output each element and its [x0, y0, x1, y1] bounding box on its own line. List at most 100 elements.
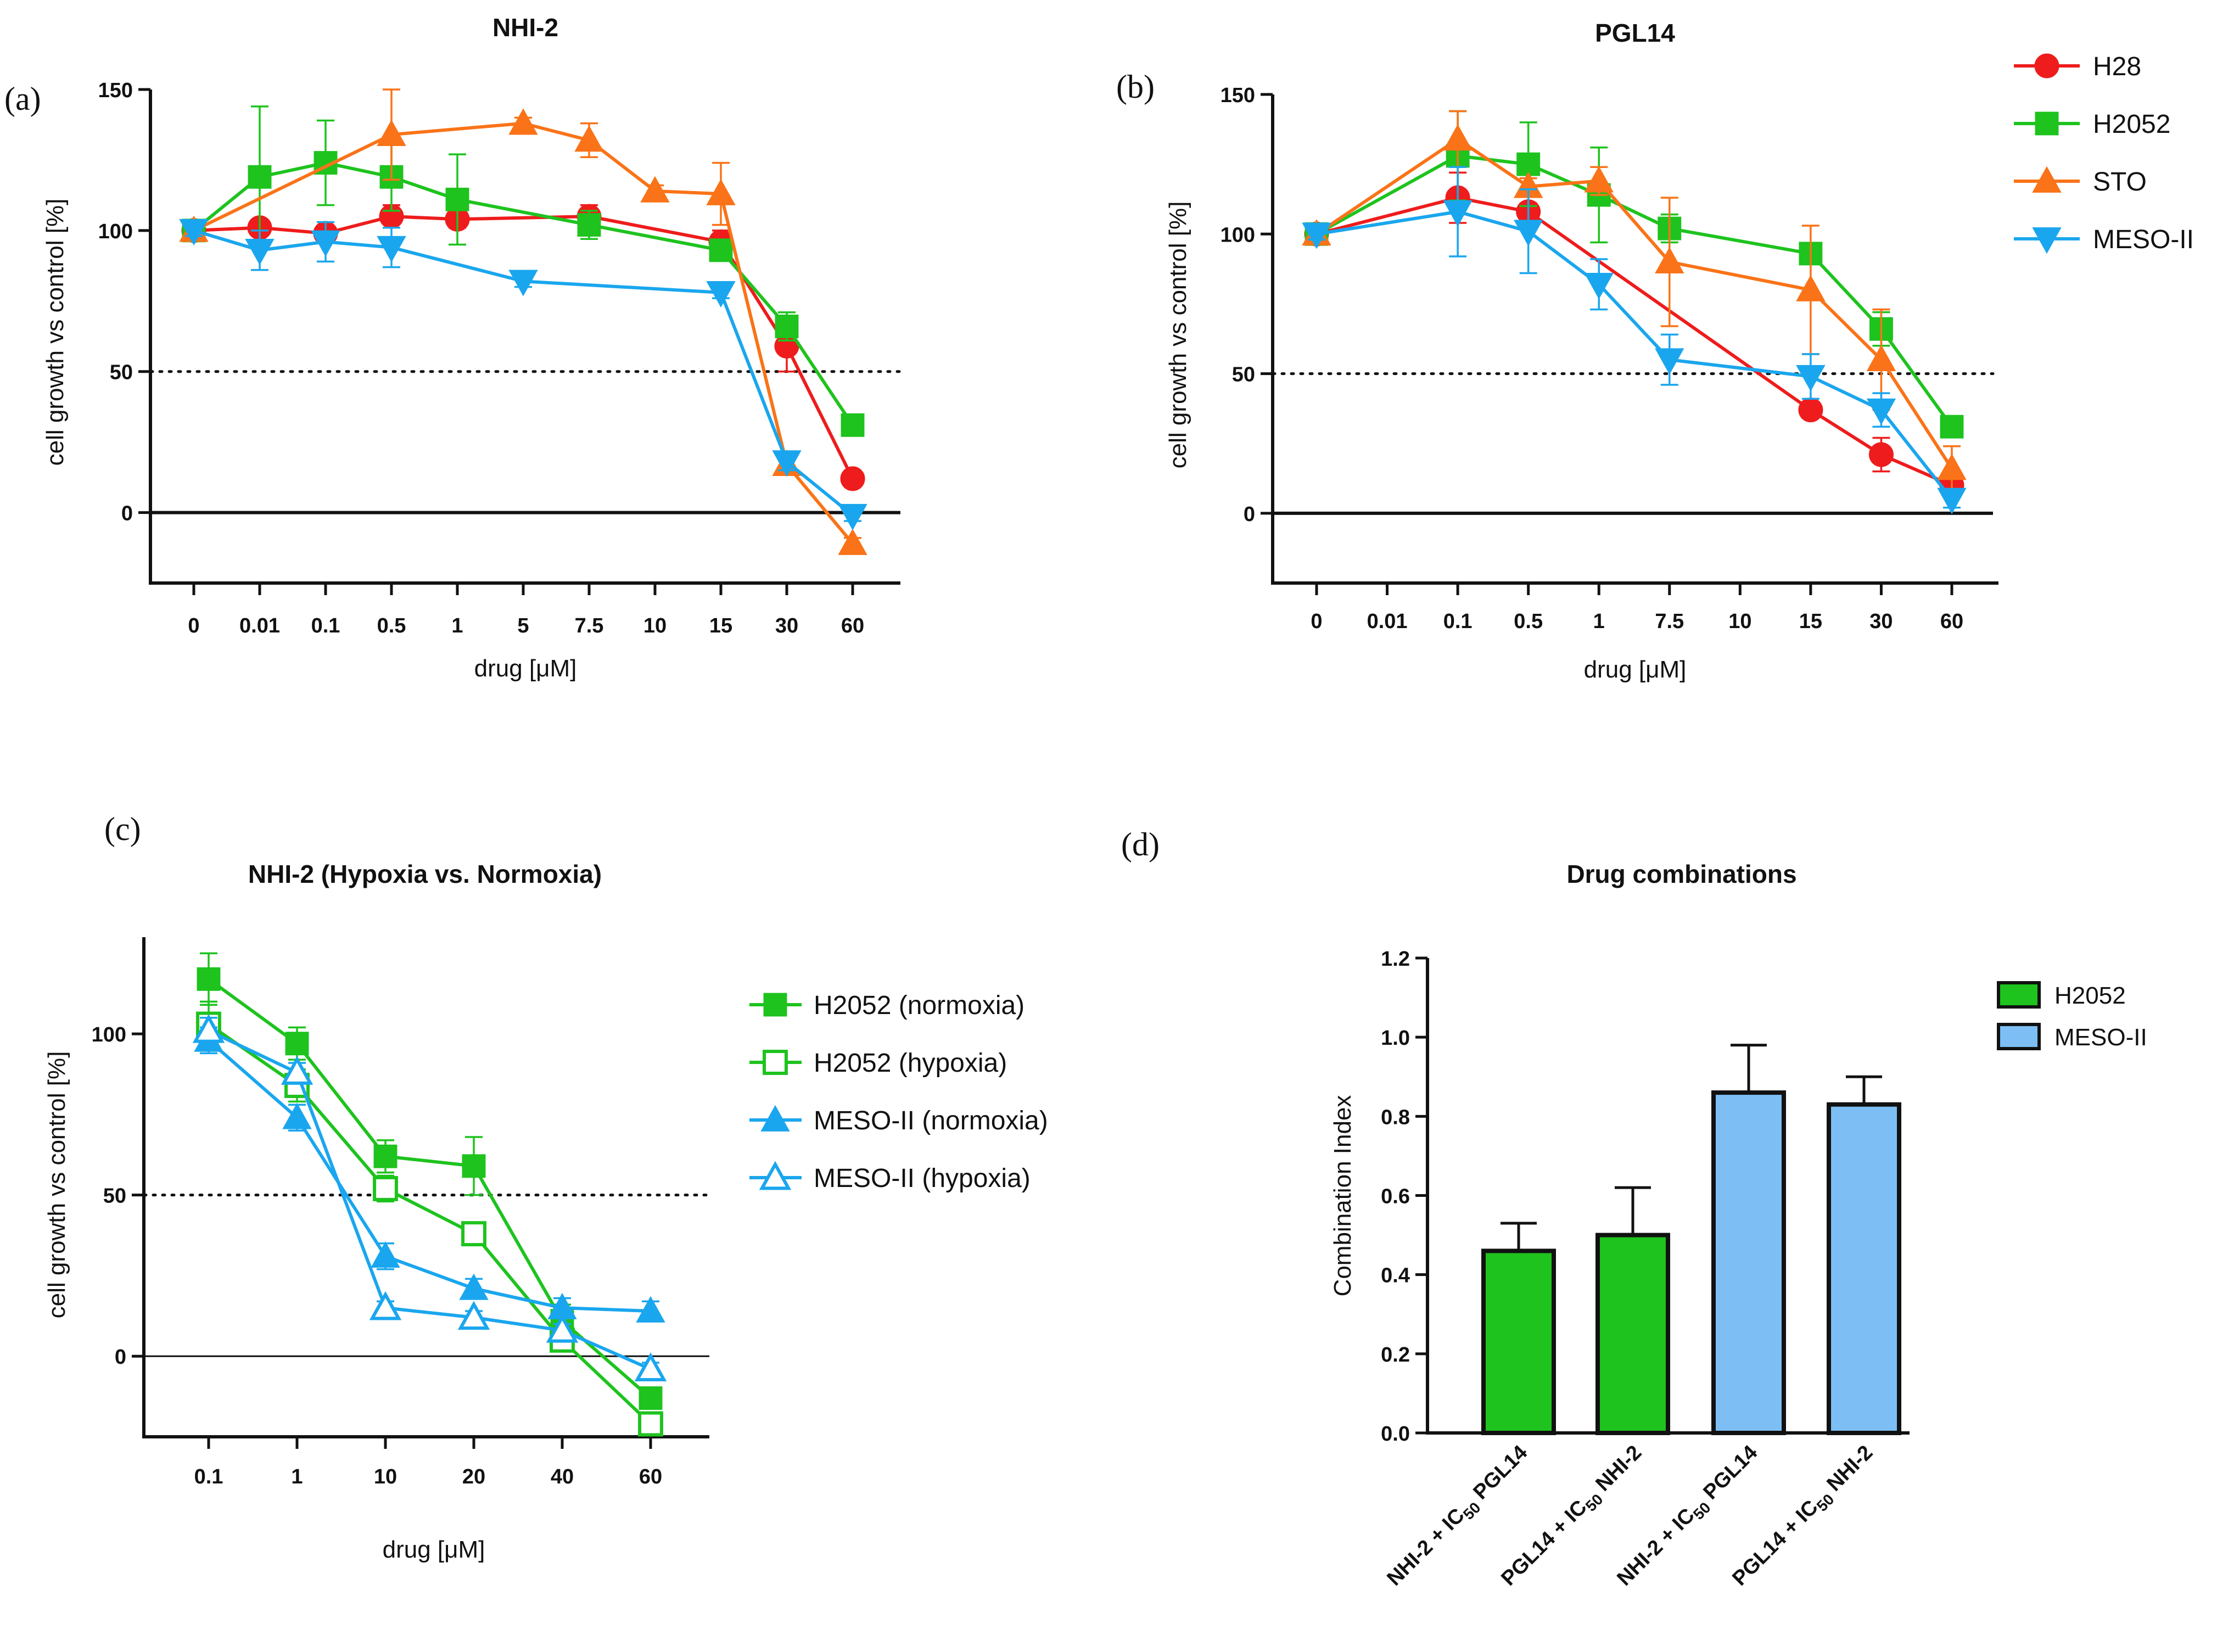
- x-tick-label: 60: [1940, 610, 1963, 633]
- y-tick-label: 50: [110, 361, 133, 384]
- x-tick-label: 10: [643, 614, 667, 637]
- legend-marker: [763, 1050, 788, 1075]
- data-point: [192, 1013, 225, 1043]
- series-line: [208, 977, 652, 1399]
- data-point: [838, 503, 867, 530]
- data-point: [1584, 166, 1614, 193]
- x-tick-label: 5: [517, 614, 529, 637]
- series-meso-ii: [179, 219, 867, 530]
- bar: [1481, 1248, 1556, 1436]
- series-meso-ii: [1302, 166, 1967, 514]
- data-point: [282, 1102, 312, 1129]
- x-tick-label: 7.5: [575, 614, 604, 637]
- series-line: [193, 228, 854, 517]
- data-point: [639, 1386, 663, 1410]
- y-tick-label: 0: [115, 1346, 126, 1369]
- data-point: [1655, 348, 1684, 375]
- series-h2052-hypoxia-: [196, 1000, 663, 1437]
- data-point: [508, 108, 538, 135]
- legend-label: H2052 (normoxia): [814, 991, 1024, 1020]
- y-tick-label: 150: [98, 79, 133, 102]
- data-point: [638, 1411, 663, 1437]
- data-point: [373, 1175, 398, 1201]
- series-line: [1316, 196, 1953, 487]
- data-point: [248, 165, 272, 189]
- y-tick-label: 50: [103, 1185, 126, 1208]
- data-point: [179, 219, 209, 246]
- data-point: [1796, 365, 1826, 391]
- data-point: [508, 270, 538, 296]
- legend-label: MESO-II (normoxia): [814, 1106, 1048, 1135]
- data-point: [577, 213, 601, 237]
- data-point: [1796, 275, 1826, 301]
- y-tick-label: 0.0: [1381, 1423, 1410, 1446]
- y-axis-title: Combination Index: [1329, 1095, 1356, 1297]
- y-tick-label: 50: [1232, 363, 1255, 387]
- legend-label: MESO-II: [2054, 1024, 2147, 1051]
- x-tick-label: 15: [1799, 610, 1822, 633]
- data-point: [1866, 398, 1896, 425]
- data-point: [1443, 200, 1473, 227]
- legend-marker: [763, 993, 787, 1017]
- chart-panel-b: (b) PGL14 0 50 100 150 0 0.01 0.1 0.5 1 7.5 10 15 30 60…: [1116, 19, 2194, 683]
- legend-swatch: [1997, 981, 2041, 1009]
- y-tick-label: 0.6: [1381, 1185, 1410, 1208]
- data-point: [1584, 273, 1614, 300]
- legend-marker: [759, 1161, 792, 1190]
- x-tick-label: 30: [775, 614, 798, 637]
- legend-label: H28: [2093, 52, 2141, 81]
- series-h2052-normoxia-: [197, 952, 663, 1410]
- legend: H28 H2052 STO MESO-II: [2014, 52, 2194, 254]
- y-tick-label: 100: [92, 1023, 126, 1046]
- chart-title: NHI-2: [492, 13, 558, 42]
- y-tick-label: 100: [1221, 223, 1255, 247]
- legend-marker: [760, 1105, 790, 1132]
- y-tick-label: 0.8: [1381, 1106, 1410, 1129]
- data-point: [634, 1352, 667, 1382]
- data-point: [706, 281, 736, 308]
- panel-label: (d): [1121, 826, 1160, 863]
- legend-label: MESO-II: [2093, 225, 2194, 254]
- x-tick-label: 15: [709, 614, 732, 637]
- series-line: [1315, 154, 1953, 428]
- x-tick-label: 0.5: [377, 614, 406, 637]
- chart-panel-c: (c) NHI-2 (Hypoxia vs. Normoxia) 0 50 100 0.1…: [43, 811, 1048, 1563]
- y-tick-label: 0: [1244, 503, 1255, 526]
- series-line: [193, 121, 854, 545]
- panel-label: (c): [104, 811, 141, 847]
- x-tick-label: 60: [841, 614, 864, 637]
- legend: H2052 MESO-II: [1997, 981, 2147, 1051]
- legend-label: MESO-II (hypoxia): [814, 1164, 1031, 1193]
- data-point: [281, 1056, 313, 1085]
- x-tick-label: 0.1: [1443, 610, 1473, 633]
- y-tick-label: 0.2: [1381, 1343, 1410, 1367]
- x-tick-label: 0.1: [311, 614, 340, 637]
- series-h2052: [1305, 110, 1964, 439]
- series-sto: [179, 88, 867, 555]
- panel-label: (a): [4, 81, 41, 117]
- data-point: [709, 238, 733, 262]
- x-tick-label: 20: [462, 1465, 485, 1488]
- series-line: [208, 1023, 652, 1425]
- x-tick-label: 10: [1728, 610, 1751, 633]
- data-point: [1513, 220, 1543, 247]
- bar: [1711, 1090, 1786, 1436]
- series-sto: [1302, 110, 1967, 492]
- x-tick-label: 0.01: [1367, 610, 1408, 633]
- data-point: [706, 178, 736, 205]
- data-point: [636, 1296, 665, 1323]
- data-point: [1443, 124, 1473, 151]
- bar: [1827, 1102, 1901, 1436]
- y-axis-title: cell growth vs control [%]: [43, 1051, 70, 1319]
- data-point: [1866, 344, 1896, 371]
- x-tick-label: 1: [451, 614, 463, 637]
- data-point: [377, 236, 406, 262]
- data-point: [462, 1154, 486, 1178]
- legend-label: H2052: [2054, 982, 2126, 1009]
- legend-marker: [2032, 166, 2062, 193]
- series-line: [208, 1039, 651, 1313]
- data-point: [1798, 397, 1823, 423]
- data-point: [371, 1241, 400, 1268]
- data-point: [574, 125, 604, 152]
- legend-marker: [2035, 111, 2059, 136]
